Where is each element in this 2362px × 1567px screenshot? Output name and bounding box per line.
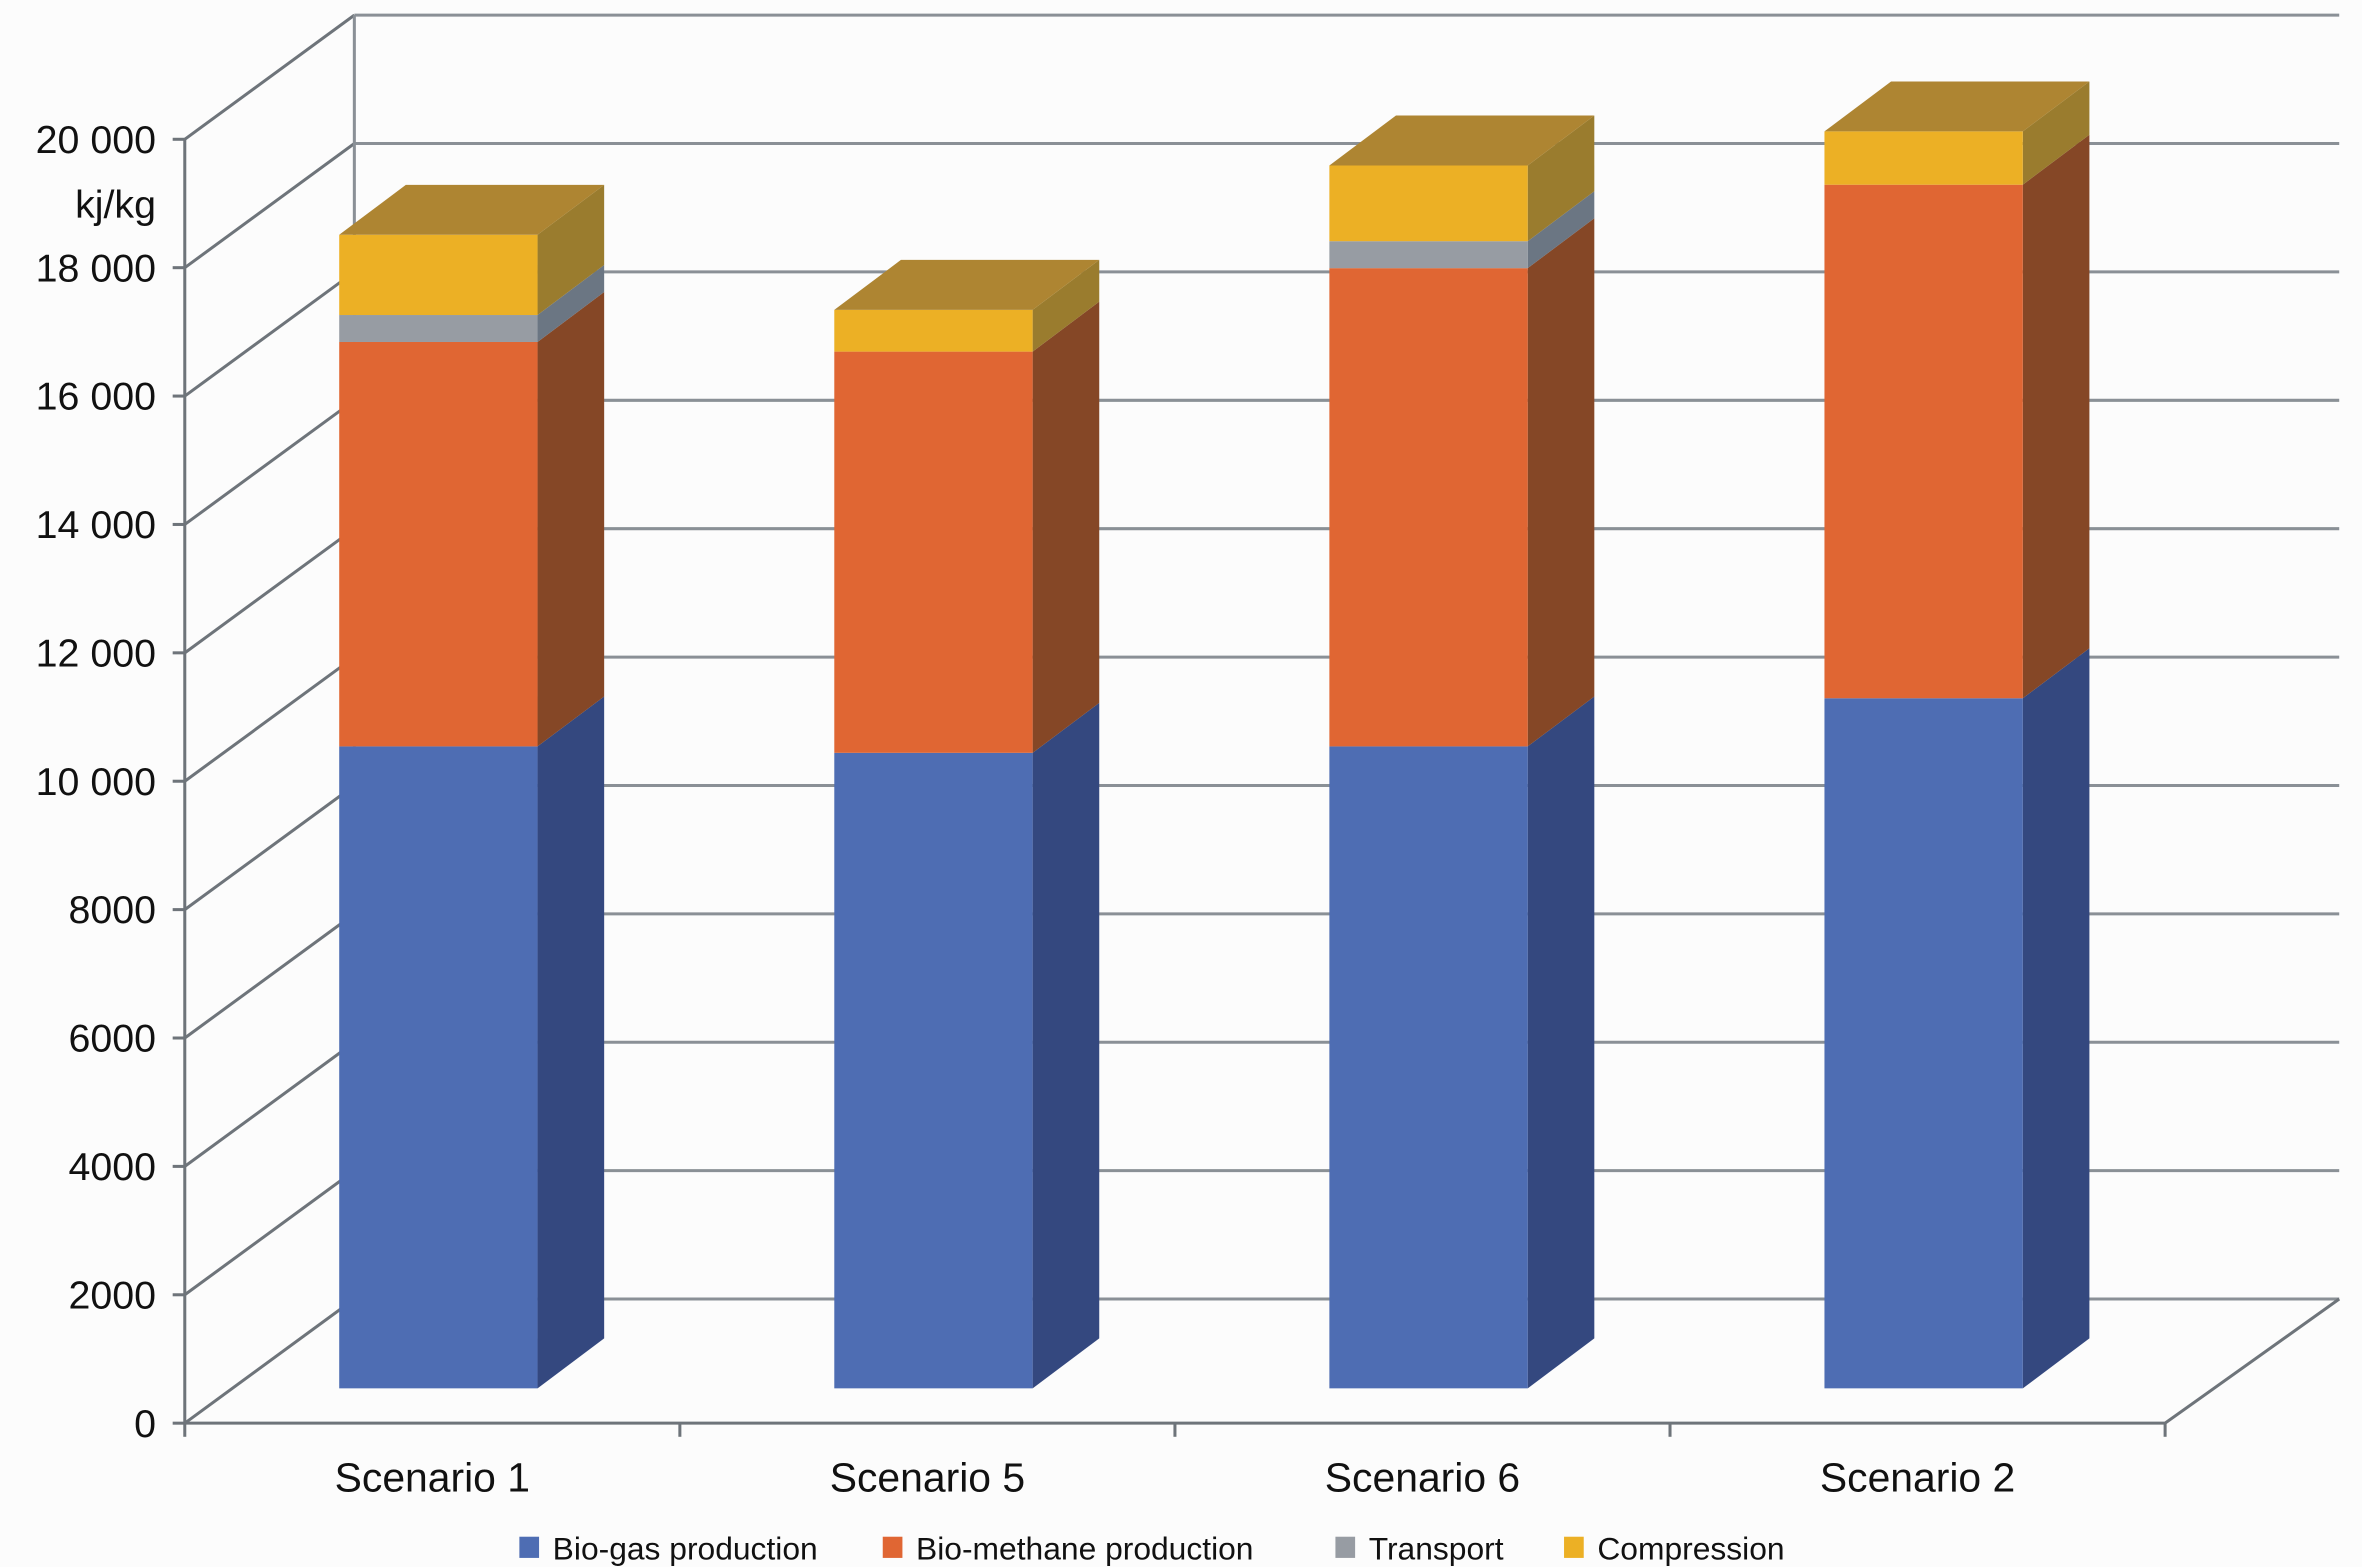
gridline-side [183, 1169, 356, 1297]
bar-side [1032, 301, 1100, 753]
bar-side [1527, 696, 1595, 1389]
bar-side [537, 265, 605, 342]
y-tick-label: 16 000 [36, 375, 156, 419]
bar-side [537, 696, 605, 1389]
y-tick-label: 2000 [68, 1273, 156, 1317]
bar-side [537, 292, 605, 747]
axes: 0 2000 4000 6000 8000 10 000 12 000 14 000 16 00… [36, 118, 2341, 1500]
legend-swatch [882, 1536, 903, 1558]
bar-segment [834, 309, 1033, 352]
bar-side [1527, 218, 1595, 747]
bar-stack [1824, 81, 2090, 1389]
gridline-side [183, 1297, 356, 1425]
y-tick-label: 6000 [68, 1017, 156, 1061]
y-tick-label: 18 000 [36, 246, 156, 290]
legend-swatch [1564, 1536, 1584, 1558]
bar-side [1527, 191, 1595, 269]
bar-top [339, 184, 605, 235]
bar-side [1527, 115, 1595, 242]
bar-side [2022, 134, 2090, 699]
bar-segment [1329, 165, 1528, 242]
legend-label: Bio-gas production [553, 1530, 818, 1566]
bar-segment [834, 351, 1033, 753]
bar-top [1824, 81, 2090, 132]
x-tick-label: Scenario 6 [1325, 1454, 1520, 1500]
y-tick-label: 12 000 [36, 631, 156, 675]
y-tick-label: 14 000 [36, 503, 156, 547]
bar-segment [1824, 184, 2023, 699]
bar-segment [1329, 268, 1528, 747]
bars [339, 81, 2090, 1389]
legend-swatch [519, 1536, 540, 1558]
bar-side [537, 184, 605, 316]
bar-segment [339, 746, 538, 1389]
bar-segment [339, 315, 538, 342]
legend-label: Transport [1369, 1530, 1504, 1566]
gridline-side [183, 270, 356, 398]
legend-label: Compression [1597, 1530, 1784, 1566]
bar-segment [339, 341, 538, 747]
bar-segment [1824, 698, 2023, 1389]
bar-side [1032, 702, 1100, 1389]
bar-stack [834, 259, 1100, 1389]
bar-side [2022, 81, 2090, 185]
bar-side [1032, 259, 1100, 352]
gridline-side [183, 655, 356, 783]
y-tick-label: 10 000 [36, 760, 156, 804]
bar-stack [339, 184, 605, 1389]
bar-stack [1329, 115, 1595, 1389]
gridline-side [183, 527, 356, 655]
legend: Bio-gas production Bio-methane production… [519, 1530, 1785, 1566]
bar-segment [1329, 746, 1528, 1389]
gridline-side [183, 13, 356, 141]
bar-top [1329, 115, 1595, 166]
bar-segment [1329, 241, 1528, 269]
y-axis-label: kj/kg [75, 183, 156, 227]
legend-label: Bio-methane production [916, 1530, 1253, 1566]
gridline-side [183, 399, 356, 526]
bar-segment [834, 752, 1033, 1389]
gridline-side [183, 142, 356, 269]
y-tick-label: 0 [134, 1402, 156, 1446]
gridline-side [183, 784, 356, 911]
gridline-side [183, 1041, 356, 1168]
bar-segment [339, 234, 538, 316]
x-tick-label: Scenario 5 [830, 1454, 1025, 1500]
bar-top [834, 259, 1100, 310]
x-tick-label: Scenario 2 [1820, 1454, 2015, 1500]
bar-segment [1824, 131, 2023, 185]
y-tick-label: 20 000 [36, 118, 156, 162]
y-tick-label: 8000 [68, 888, 156, 932]
y-tick-label: 4000 [68, 1145, 156, 1189]
gridline-side [183, 912, 356, 1040]
x-tick-label: Scenario 1 [335, 1454, 530, 1500]
legend-swatch [1335, 1536, 1356, 1558]
bar-side [2022, 648, 2090, 1389]
